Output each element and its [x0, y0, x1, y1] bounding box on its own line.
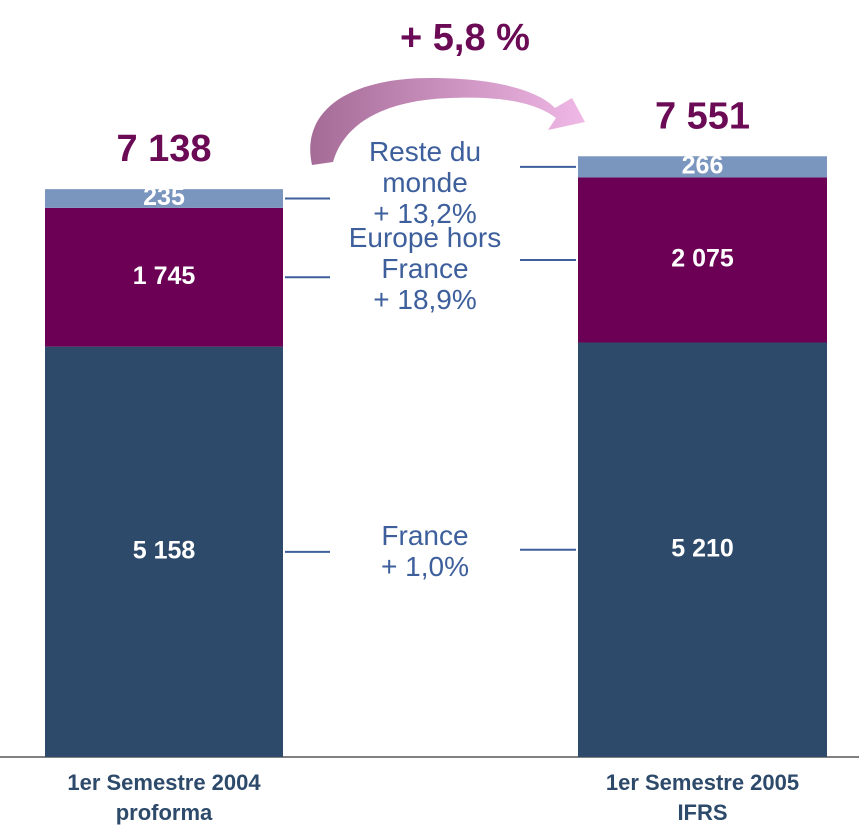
annotation: + 5,8 %	[400, 17, 530, 59]
value-label: 266	[682, 151, 724, 179]
growth-label: + 18,9%	[373, 284, 477, 316]
value-label: 235	[143, 183, 185, 211]
bar-segment	[578, 342, 827, 757]
x-tick-label: 1er Semestre 2005 IFRS	[605, 770, 800, 825]
legend-name: France	[381, 519, 469, 551]
series-label: Reste du monde + 13,2%	[335, 136, 515, 229]
legend-name: Reste du monde	[368, 136, 482, 199]
growth-label: + 13,2%	[373, 198, 477, 230]
value-label: 5 210	[671, 534, 734, 562]
value-label: 2 075	[671, 245, 734, 273]
bar-segment	[578, 177, 827, 343]
series-label: France + 1,0%	[335, 520, 515, 582]
bar-segment	[45, 346, 283, 757]
value-label: 5 158	[133, 536, 196, 564]
bar-segment	[578, 156, 827, 178]
growth-arrow	[310, 78, 585, 165]
bar-segment	[45, 189, 283, 208]
bar-segment	[45, 207, 283, 347]
value-label: 1 745	[133, 262, 196, 290]
growth-label: + 1,0%	[381, 550, 469, 582]
legend-name: Europe hors France	[348, 222, 502, 285]
x-tick-label: 1er Semestre 2004 proforma	[67, 770, 261, 825]
total-label: 7 138	[116, 128, 211, 170]
total-label: 7 551	[655, 95, 750, 137]
series-label: Europe hors France + 18,9%	[335, 222, 515, 315]
